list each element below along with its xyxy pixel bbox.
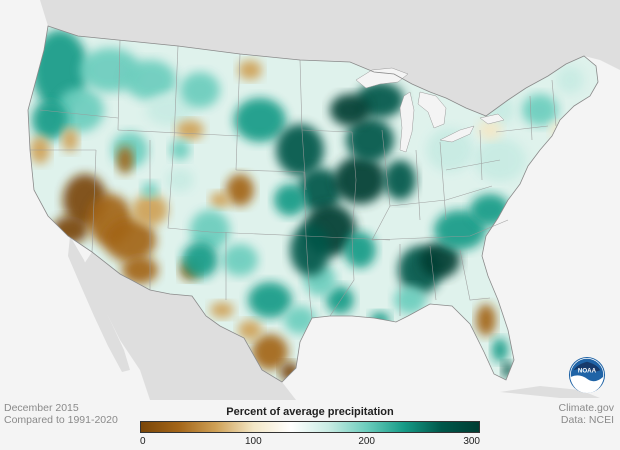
legend-tick-300: 300 [463,436,480,447]
great-lakes [355,67,505,153]
legend-tick-200: 200 [358,436,375,447]
legend-color-bar [140,421,480,433]
cuba-landmass [500,386,600,398]
noaa-logo: NOAA [568,356,606,394]
legend-title: Percent of average precipitation [226,406,394,418]
lake-ontario [479,113,505,125]
lake-erie [439,125,475,143]
caption-date-block: December 2015 Compared to 1991-2020 [4,402,118,426]
lake-superior [355,67,409,89]
baja-peninsula [68,236,130,372]
legend-tick-0: 0 [140,436,146,447]
caption-credit: Climate.gov [558,402,614,414]
mexico-landmass [80,252,296,400]
legend-tick-100: 100 [244,436,262,447]
lake-huron [417,91,447,129]
caption-baseline: Compared to 1991-2020 [4,414,118,426]
precipitation-field [28,26,598,382]
caption-credit-block: Climate.gov Data: NCEI [559,402,614,426]
canada-landmass [0,0,620,116]
state-boundaries [30,39,557,319]
caption-month: December 2015 [4,402,79,414]
caption-source: Data: NCEI [560,414,614,426]
lake-michigan [399,91,415,153]
noaa-logo-text: NOAA [578,368,597,375]
precipitation-map [0,0,620,400]
